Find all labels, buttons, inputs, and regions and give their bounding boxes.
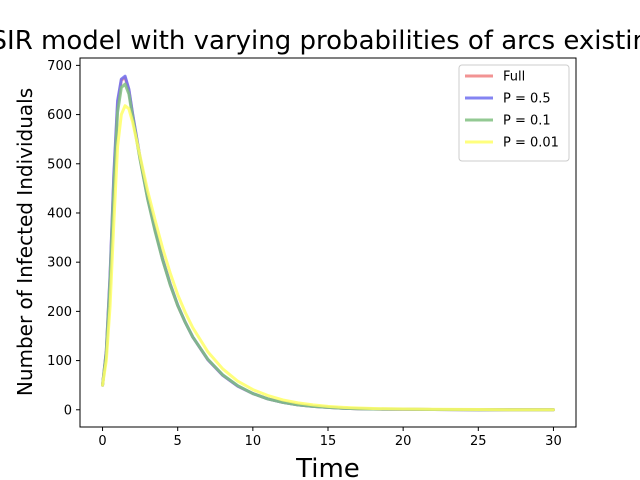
x-tick-label: 15 — [320, 434, 337, 449]
x-tick-label: 0 — [98, 434, 106, 449]
y-tick-label: 200 — [47, 305, 72, 320]
x-axis-label: Time — [295, 454, 360, 480]
y-tick-label: 600 — [47, 108, 72, 123]
y-tick-label: 400 — [47, 206, 72, 221]
x-tick-label: 20 — [395, 434, 412, 449]
chart-title: SIR model with varying probabilities of … — [0, 26, 640, 56]
x-tick-label: 30 — [545, 434, 562, 449]
legend-label: Full — [503, 70, 525, 85]
legend-label: P = 0.01 — [503, 136, 559, 151]
x-tick-label: 25 — [470, 434, 487, 449]
x-tick-label: 5 — [174, 434, 182, 449]
y-tick-label: 500 — [47, 157, 72, 172]
legend-box — [458, 64, 570, 162]
series-line-3 — [101, 104, 555, 412]
y-tick-label: 700 — [47, 59, 72, 74]
x-tick-label: 10 — [245, 434, 262, 449]
legend-label: P = 0.5 — [503, 92, 551, 107]
legend: Full P = 0.5 P = 0.1 P = 0.01 — [458, 64, 570, 162]
y-axis-label: Number of Infected Individuals — [13, 88, 37, 396]
y-tick-label: 300 — [47, 256, 72, 271]
y-tick-label: 0 — [64, 403, 72, 418]
legend-label: P = 0.1 — [503, 114, 551, 129]
y-tick-label: 100 — [47, 354, 72, 369]
